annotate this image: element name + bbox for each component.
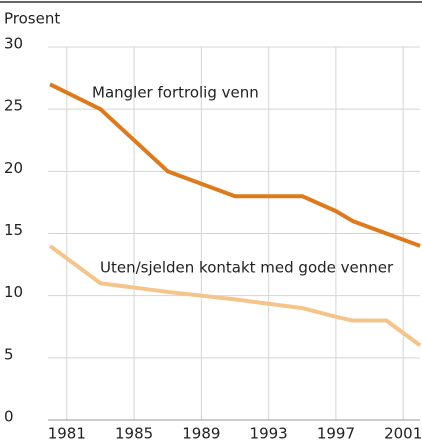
x-tick-label: 1981 <box>48 425 86 442</box>
y-tick-label: 20 <box>4 159 23 177</box>
series-line <box>49 82 421 248</box>
series-line <box>48 244 422 348</box>
x-tick-label: 2001 <box>384 425 422 442</box>
y-tick-label: 15 <box>4 221 23 239</box>
y-tick-label: 0 <box>4 408 14 426</box>
y-tick-label: 10 <box>4 283 23 301</box>
x-tick-label: 1993 <box>250 425 288 442</box>
x-tick-label: 1989 <box>182 425 220 442</box>
y-tick-label: 5 <box>4 345 14 363</box>
series-label: Uten/sjelden kontakt med gode venner <box>100 259 394 277</box>
y-tick-label: 30 <box>4 35 23 53</box>
y-tick-label: 25 <box>4 97 23 115</box>
x-tick-label: 1997 <box>317 425 355 442</box>
y-axis-label: Prosent <box>4 10 60 28</box>
series-label: Mangler fortrolig venn <box>92 84 259 102</box>
x-tick-label: 1985 <box>115 425 153 442</box>
